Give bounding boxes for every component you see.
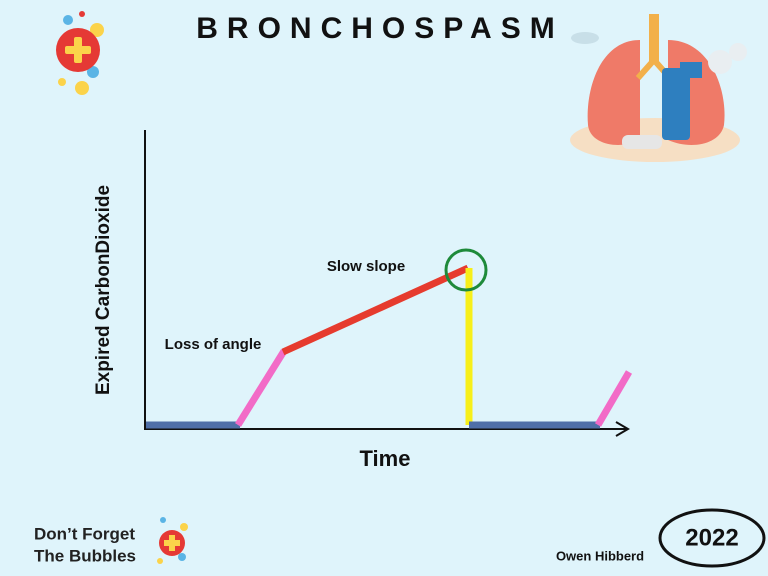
logo-text: The Bubbles [34, 546, 136, 565]
logo-icon [56, 11, 104, 95]
lungs-illustration [570, 14, 747, 162]
plateau-segment [281, 264, 470, 356]
upstroke-segment [235, 349, 287, 427]
y-axis-label: Expired CarbonDioxide [93, 185, 114, 395]
capnograph-trace [146, 264, 633, 429]
highlight-circle [444, 248, 488, 292]
year-ellipse [658, 508, 766, 568]
year: 2022 [685, 524, 738, 551]
annotation: Loss of angle [165, 336, 262, 353]
author: Owen Hibberd [556, 548, 644, 563]
x-axis-arrow [615, 421, 630, 437]
x-axis-label: Time [360, 446, 411, 471]
annotation: Slow slope [327, 258, 405, 275]
axes [144, 130, 630, 437]
logo-text: Don’t Forget [34, 524, 135, 543]
upstroke-segment [594, 370, 633, 427]
title: BRONCHOSPASM [196, 12, 563, 45]
logo-icon [157, 517, 188, 564]
